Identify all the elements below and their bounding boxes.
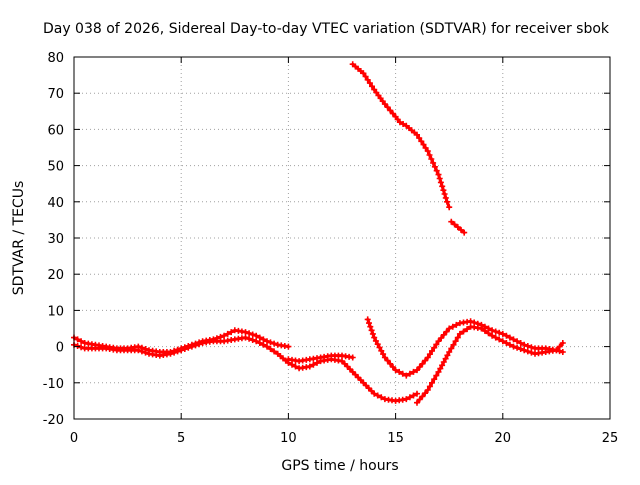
y-axis-label: SDTVAR / TECUs [11, 181, 27, 296]
y-tick-label: 70 [47, 87, 64, 102]
x-tick-label: 10 [280, 431, 297, 446]
y-tick-label: -20 [43, 413, 64, 428]
y-tick-label: 20 [47, 268, 64, 283]
x-tick-label: 15 [387, 431, 404, 446]
y-tick-label: -10 [43, 377, 64, 392]
y-tick-label: 50 [47, 160, 64, 175]
y-tick-label: 40 [47, 196, 64, 211]
x-tick-label: 20 [495, 431, 512, 446]
x-tick-label: 0 [70, 431, 78, 446]
chart-background [0, 0, 640, 480]
y-tick-label: 80 [47, 51, 64, 66]
y-tick-label: 60 [47, 123, 64, 138]
y-tick-label: 10 [47, 304, 64, 319]
x-tick-label: 25 [602, 431, 619, 446]
x-axis-label: GPS time / hours [281, 458, 398, 474]
y-tick-label: 30 [47, 232, 64, 247]
chart-title: Day 038 of 2026, Sidereal Day-to-day VTE… [43, 21, 610, 37]
y-tick-label: 0 [56, 341, 64, 356]
chart-svg: 0 5 10 15 20 25 -20 -10 0 10 20 30 40 50 60 70 80 Day 03… [0, 0, 640, 480]
x-tick-label: 5 [177, 431, 185, 446]
chart: 0 5 10 15 20 25 -20 -10 0 10 20 30 40 50 60 70 80 Day 03… [0, 0, 640, 480]
